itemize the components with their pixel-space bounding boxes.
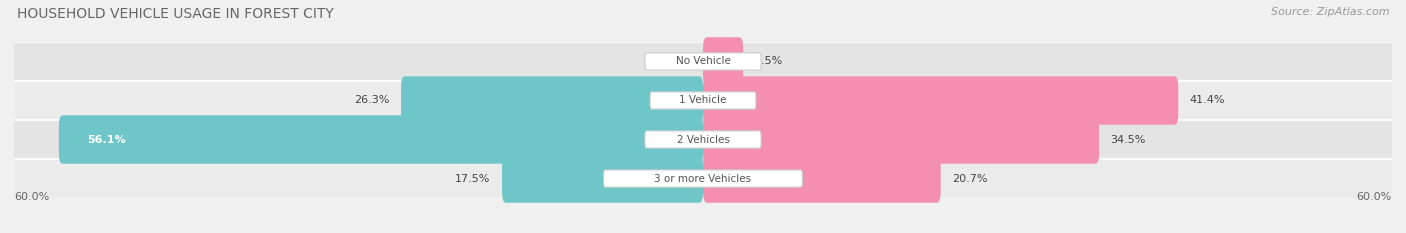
Bar <box>0 159 1406 198</box>
Text: 17.5%: 17.5% <box>456 174 491 184</box>
FancyBboxPatch shape <box>59 115 703 164</box>
FancyBboxPatch shape <box>703 37 744 86</box>
FancyBboxPatch shape <box>650 92 756 109</box>
Text: No Vehicle: No Vehicle <box>675 56 731 66</box>
Bar <box>0 81 1406 120</box>
Text: 34.5%: 34.5% <box>1111 134 1146 144</box>
Text: 56.1%: 56.1% <box>87 134 127 144</box>
Bar <box>0 120 1406 159</box>
FancyBboxPatch shape <box>645 131 761 148</box>
Text: 3.5%: 3.5% <box>755 56 783 66</box>
FancyBboxPatch shape <box>401 76 703 125</box>
Text: 2 Vehicles: 2 Vehicles <box>676 134 730 144</box>
Text: 60.0%: 60.0% <box>14 192 49 202</box>
Text: 3 or more Vehicles: 3 or more Vehicles <box>654 174 752 184</box>
FancyBboxPatch shape <box>603 170 803 187</box>
FancyBboxPatch shape <box>645 53 761 70</box>
FancyBboxPatch shape <box>502 154 703 203</box>
Text: 0.0%: 0.0% <box>658 56 686 66</box>
Text: HOUSEHOLD VEHICLE USAGE IN FOREST CITY: HOUSEHOLD VEHICLE USAGE IN FOREST CITY <box>17 7 333 21</box>
Text: 1 Vehicle: 1 Vehicle <box>679 96 727 106</box>
Text: 60.0%: 60.0% <box>1357 192 1392 202</box>
Text: 20.7%: 20.7% <box>952 174 987 184</box>
Text: Source: ZipAtlas.com: Source: ZipAtlas.com <box>1271 7 1389 17</box>
Text: 41.4%: 41.4% <box>1189 96 1226 106</box>
Bar <box>0 42 1406 81</box>
FancyBboxPatch shape <box>703 154 941 203</box>
Text: 26.3%: 26.3% <box>354 96 389 106</box>
FancyBboxPatch shape <box>703 115 1099 164</box>
FancyBboxPatch shape <box>703 76 1178 125</box>
